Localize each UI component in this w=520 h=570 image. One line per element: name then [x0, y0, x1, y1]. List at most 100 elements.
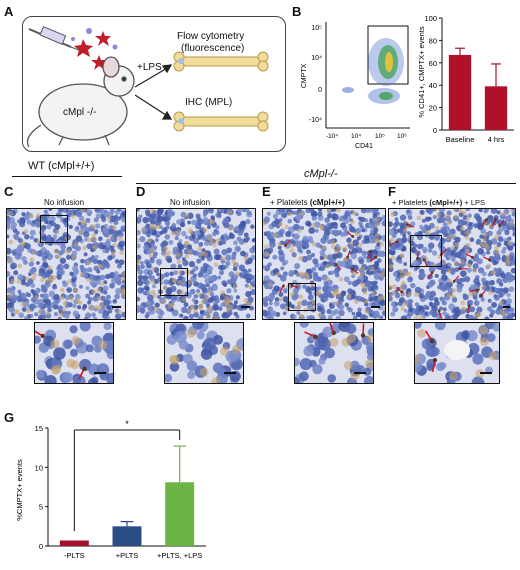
- scalebar-e: [371, 306, 380, 308]
- y-tick-label: 20: [429, 104, 437, 113]
- micrograph-f: [388, 208, 516, 320]
- flow-xtick-3: 10⁵: [375, 133, 385, 140]
- flow-xtick-1: -10⁴: [326, 133, 338, 140]
- stained-platelet: [493, 218, 497, 222]
- stained-platelet: [351, 234, 355, 238]
- stained-platelet: [405, 223, 409, 227]
- flow-xtick-2: 10⁴: [351, 133, 361, 140]
- x-tick-label: +PLTS, +LPS: [157, 551, 202, 560]
- panel-f-subtitle: + Platelets (cMpl+/+) + LPS: [392, 198, 485, 207]
- significance-star: *: [125, 420, 129, 429]
- micrograph-c: [6, 208, 126, 320]
- stained-platelet: [313, 334, 318, 340]
- inset-scalebar-d: [224, 372, 236, 374]
- stained-platelet: [437, 309, 441, 313]
- flow-ytick-1: 10⁵: [311, 25, 322, 32]
- ihc-label: IHC (MPL): [185, 97, 232, 108]
- stained-platelet: [498, 224, 502, 227]
- schematic-box: cMpl -/- +LPS Flow cytometry (fluorescen…: [22, 16, 286, 152]
- y-tick-label: 5: [39, 503, 43, 512]
- stained-platelet: [458, 267, 462, 271]
- stained-platelet: [346, 255, 350, 259]
- micrograph-d: [136, 208, 256, 320]
- flow-cytometry-plot: CMPTX CD41 10⁵ 10⁴ 0 -10⁴ -10⁴ 10⁴ 10⁵ 1…: [301, 22, 410, 150]
- stained-platelet: [484, 218, 488, 222]
- inset-f: [414, 322, 500, 384]
- bar-Baseline: [448, 54, 472, 130]
- stained-platelet: [82, 366, 87, 371]
- treatment-label: +LPS: [137, 62, 162, 73]
- stained-platelet: [467, 304, 471, 308]
- y-tick-label: 100: [424, 14, 437, 23]
- stained-platelet: [350, 267, 354, 271]
- panel-letter-b: B: [292, 4, 302, 19]
- flow-gate: [367, 25, 409, 85]
- y-tick-label: 0: [433, 126, 437, 135]
- flow-ytick-3: 0: [318, 87, 322, 94]
- y-tick-label: 10: [35, 463, 43, 472]
- bone-icon-bottom: [173, 111, 269, 132]
- stained-platelet: [475, 288, 479, 292]
- zoom-region-c: [40, 215, 68, 243]
- stained-platelet: [432, 357, 438, 363]
- panel-letter-c: C: [4, 184, 14, 199]
- y-tick-label: 40: [429, 81, 437, 90]
- stained-platelet: [429, 338, 435, 344]
- stained-platelet: [395, 240, 399, 244]
- syringe-icon: [28, 25, 82, 52]
- scalebar-f: [503, 306, 510, 308]
- mouse-icon: [26, 56, 135, 148]
- inset-e: [294, 322, 374, 384]
- micrograph-e: [262, 208, 386, 320]
- bar-+PLTS, +LPS: [165, 482, 195, 546]
- flow-density-cloud: [342, 38, 404, 104]
- stained-platelet: [400, 290, 404, 294]
- wt-group-line: [12, 176, 122, 177]
- mouse-label: cMpl -/-: [63, 107, 96, 118]
- flow-xtick-4: 10⁶: [397, 133, 407, 140]
- stained-platelet: [290, 283, 294, 287]
- flow-xlabel: CD41: [355, 143, 373, 150]
- chart-g-ylabel: %CMPTX+ events: [15, 459, 24, 521]
- x-tick-label: Baseline: [446, 135, 475, 144]
- bar-+PLTS: [112, 526, 142, 546]
- bone-icon-top: [173, 51, 269, 72]
- zoom-region-f: [410, 235, 442, 267]
- panel-letter-e: E: [262, 184, 271, 199]
- bar--PLTS: [59, 540, 89, 546]
- chart-b: % CD41+, CMPTX+ events 0 20 40 60 80 100 Basel…: [417, 14, 514, 144]
- flow-ylabel: CMPTX: [301, 63, 308, 88]
- inset-scalebar-c: [94, 372, 106, 374]
- wt-group-title: WT (cMpl+/+): [28, 160, 95, 172]
- flow-ytick-4: -10⁴: [309, 117, 322, 124]
- inset-d: [164, 322, 244, 384]
- stained-platelet: [360, 333, 366, 338]
- bar-4 hrs: [484, 86, 508, 130]
- y-tick-label: 60: [429, 59, 437, 68]
- flow-ytick-2: 10⁴: [311, 55, 322, 62]
- stained-platelet: [284, 243, 287, 247]
- panel-letter-f: F: [388, 184, 396, 199]
- panel-letter-a: A: [4, 4, 14, 19]
- y-tick-label: 80: [429, 36, 437, 45]
- x-tick-label: -PLTS: [64, 551, 85, 560]
- chart-b-ylabel: % CD41+, CMPTX+ events: [417, 26, 426, 118]
- ko-group-title: cMpl-/-: [304, 168, 338, 180]
- panel-e-subtitle: + Platelets (cMpl+/+): [270, 198, 345, 207]
- inset-scalebar-f: [480, 372, 492, 374]
- stained-platelet: [470, 255, 474, 259]
- stained-platelet: [40, 333, 45, 339]
- stained-platelet: [416, 257, 419, 260]
- y-tick-label: 0: [39, 542, 43, 551]
- zoom-region-d: [160, 268, 188, 296]
- panel-d-subtitle: No infusion: [170, 198, 211, 207]
- stained-platelet: [430, 271, 434, 275]
- inset-c: [34, 322, 114, 384]
- panel-letter-d: D: [136, 184, 146, 199]
- y-tick-label: 15: [35, 424, 43, 433]
- chart-g: %CMPTX+ events 0 5 10 15 -PLTS +PLTS +PLTS, +L…: [15, 420, 206, 560]
- stained-platelet: [479, 294, 483, 298]
- scalebar-d: [241, 306, 250, 308]
- zoom-region-e: [288, 283, 316, 311]
- stained-platelet: [422, 258, 426, 262]
